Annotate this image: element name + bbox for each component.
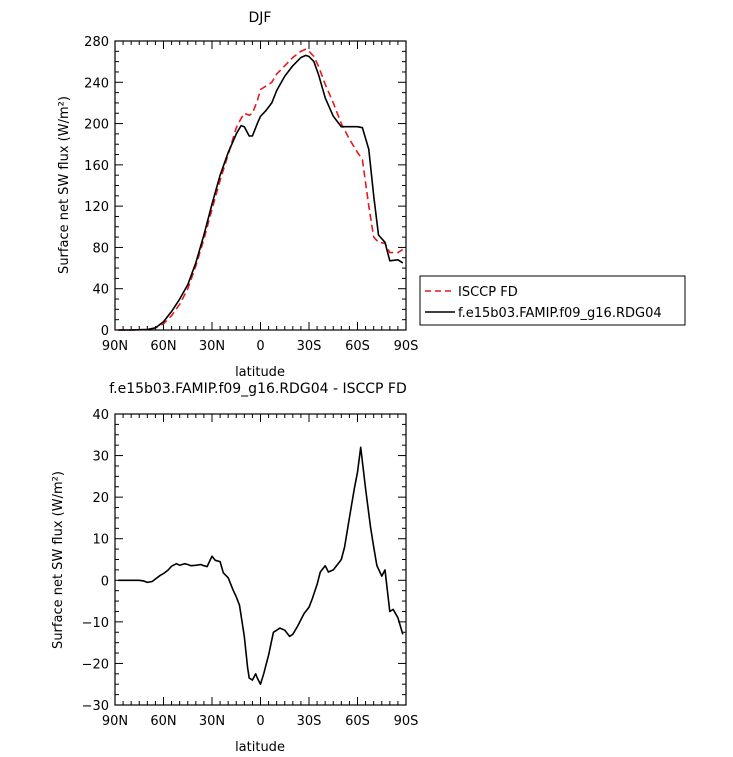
y-tick-label: 10: [92, 533, 109, 548]
series-group: [118, 48, 404, 331]
series-group: [118, 446, 404, 686]
y-tick-label: 200: [84, 118, 109, 133]
x-tick-label: 30S: [297, 339, 322, 354]
x-axis-label: latitude: [235, 740, 285, 755]
x-ticks: 90N 60N 30N 0 30S 60S 90S: [102, 41, 419, 354]
x-tick-label: 30N: [199, 339, 225, 354]
y-tick-label: 160: [84, 159, 109, 174]
plot-frame: [114, 40, 407, 331]
series-line-1: [118, 446, 404, 686]
x-tick-label: 60S: [345, 339, 370, 354]
y-tick-label: 20: [92, 491, 109, 506]
series-line-1: [118, 48, 404, 331]
y-tick-label: 280: [84, 35, 109, 50]
y-tick-label: 40: [92, 283, 109, 298]
y-tick-label: 0: [101, 324, 109, 339]
x-axis-label: latitude: [235, 365, 285, 380]
y-axis-label: Surface net SW flux (W/m²): [51, 471, 66, 649]
x-tick-label: 90S: [394, 714, 419, 729]
chart-difference: f.e15b03.FAMIP.f09_g16.RDG04 - ISCCP FD …: [51, 381, 418, 755]
x-tick-label: 0: [256, 339, 264, 354]
y-tick-label: 0: [101, 574, 109, 589]
legend-entry-model: f.e15b03.FAMIP.f09_g16.RDG04: [458, 306, 662, 321]
y-tick-label: −10: [82, 616, 109, 631]
y-tick-label: −20: [82, 657, 109, 672]
y-tick-label: 240: [84, 76, 109, 91]
x-tick-label: 60N: [150, 714, 176, 729]
legend-frame: [419, 275, 686, 326]
legend: ISCCP FD f.e15b03.FAMIP.f09_g16.RDG04: [419, 275, 686, 326]
y-tick-label: 120: [84, 200, 109, 215]
x-tick-label: 90S: [394, 339, 419, 354]
series-line-2: [118, 54, 404, 331]
x-tick-label: 90N: [102, 714, 128, 729]
chart-djf: DJF 90N 60N 30N 0 30S 60S 90S 0 40 80 120 160 200 24…: [57, 10, 418, 380]
y-tick-label: 40: [92, 408, 109, 423]
legend-entry-isccp: ISCCP FD: [458, 285, 518, 300]
y-ticks: −30 −20 −10 0 10 20 30 40: [82, 408, 406, 714]
x-tick-label: 60S: [345, 714, 370, 729]
chart-title: DJF: [249, 10, 272, 26]
y-axis-label: Surface net SW flux (W/m²): [57, 96, 72, 274]
y-ticks: 0 40 80 120 160 200 240 280: [84, 35, 406, 339]
y-tick-label: 80: [92, 241, 109, 256]
x-tick-label: 30N: [199, 714, 225, 729]
x-tick-label: 30S: [297, 714, 322, 729]
x-tick-label: 60N: [150, 339, 176, 354]
x-tick-label: 0: [256, 714, 264, 729]
x-tick-label: 90N: [102, 339, 128, 354]
y-tick-label: −30: [82, 699, 109, 714]
chart-title: f.e15b03.FAMIP.f09_g16.RDG04 - ISCCP FD: [109, 381, 407, 397]
y-tick-label: 30: [92, 450, 109, 465]
x-ticks: 90N 60N 30N 0 30S 60S 90S: [102, 414, 419, 729]
